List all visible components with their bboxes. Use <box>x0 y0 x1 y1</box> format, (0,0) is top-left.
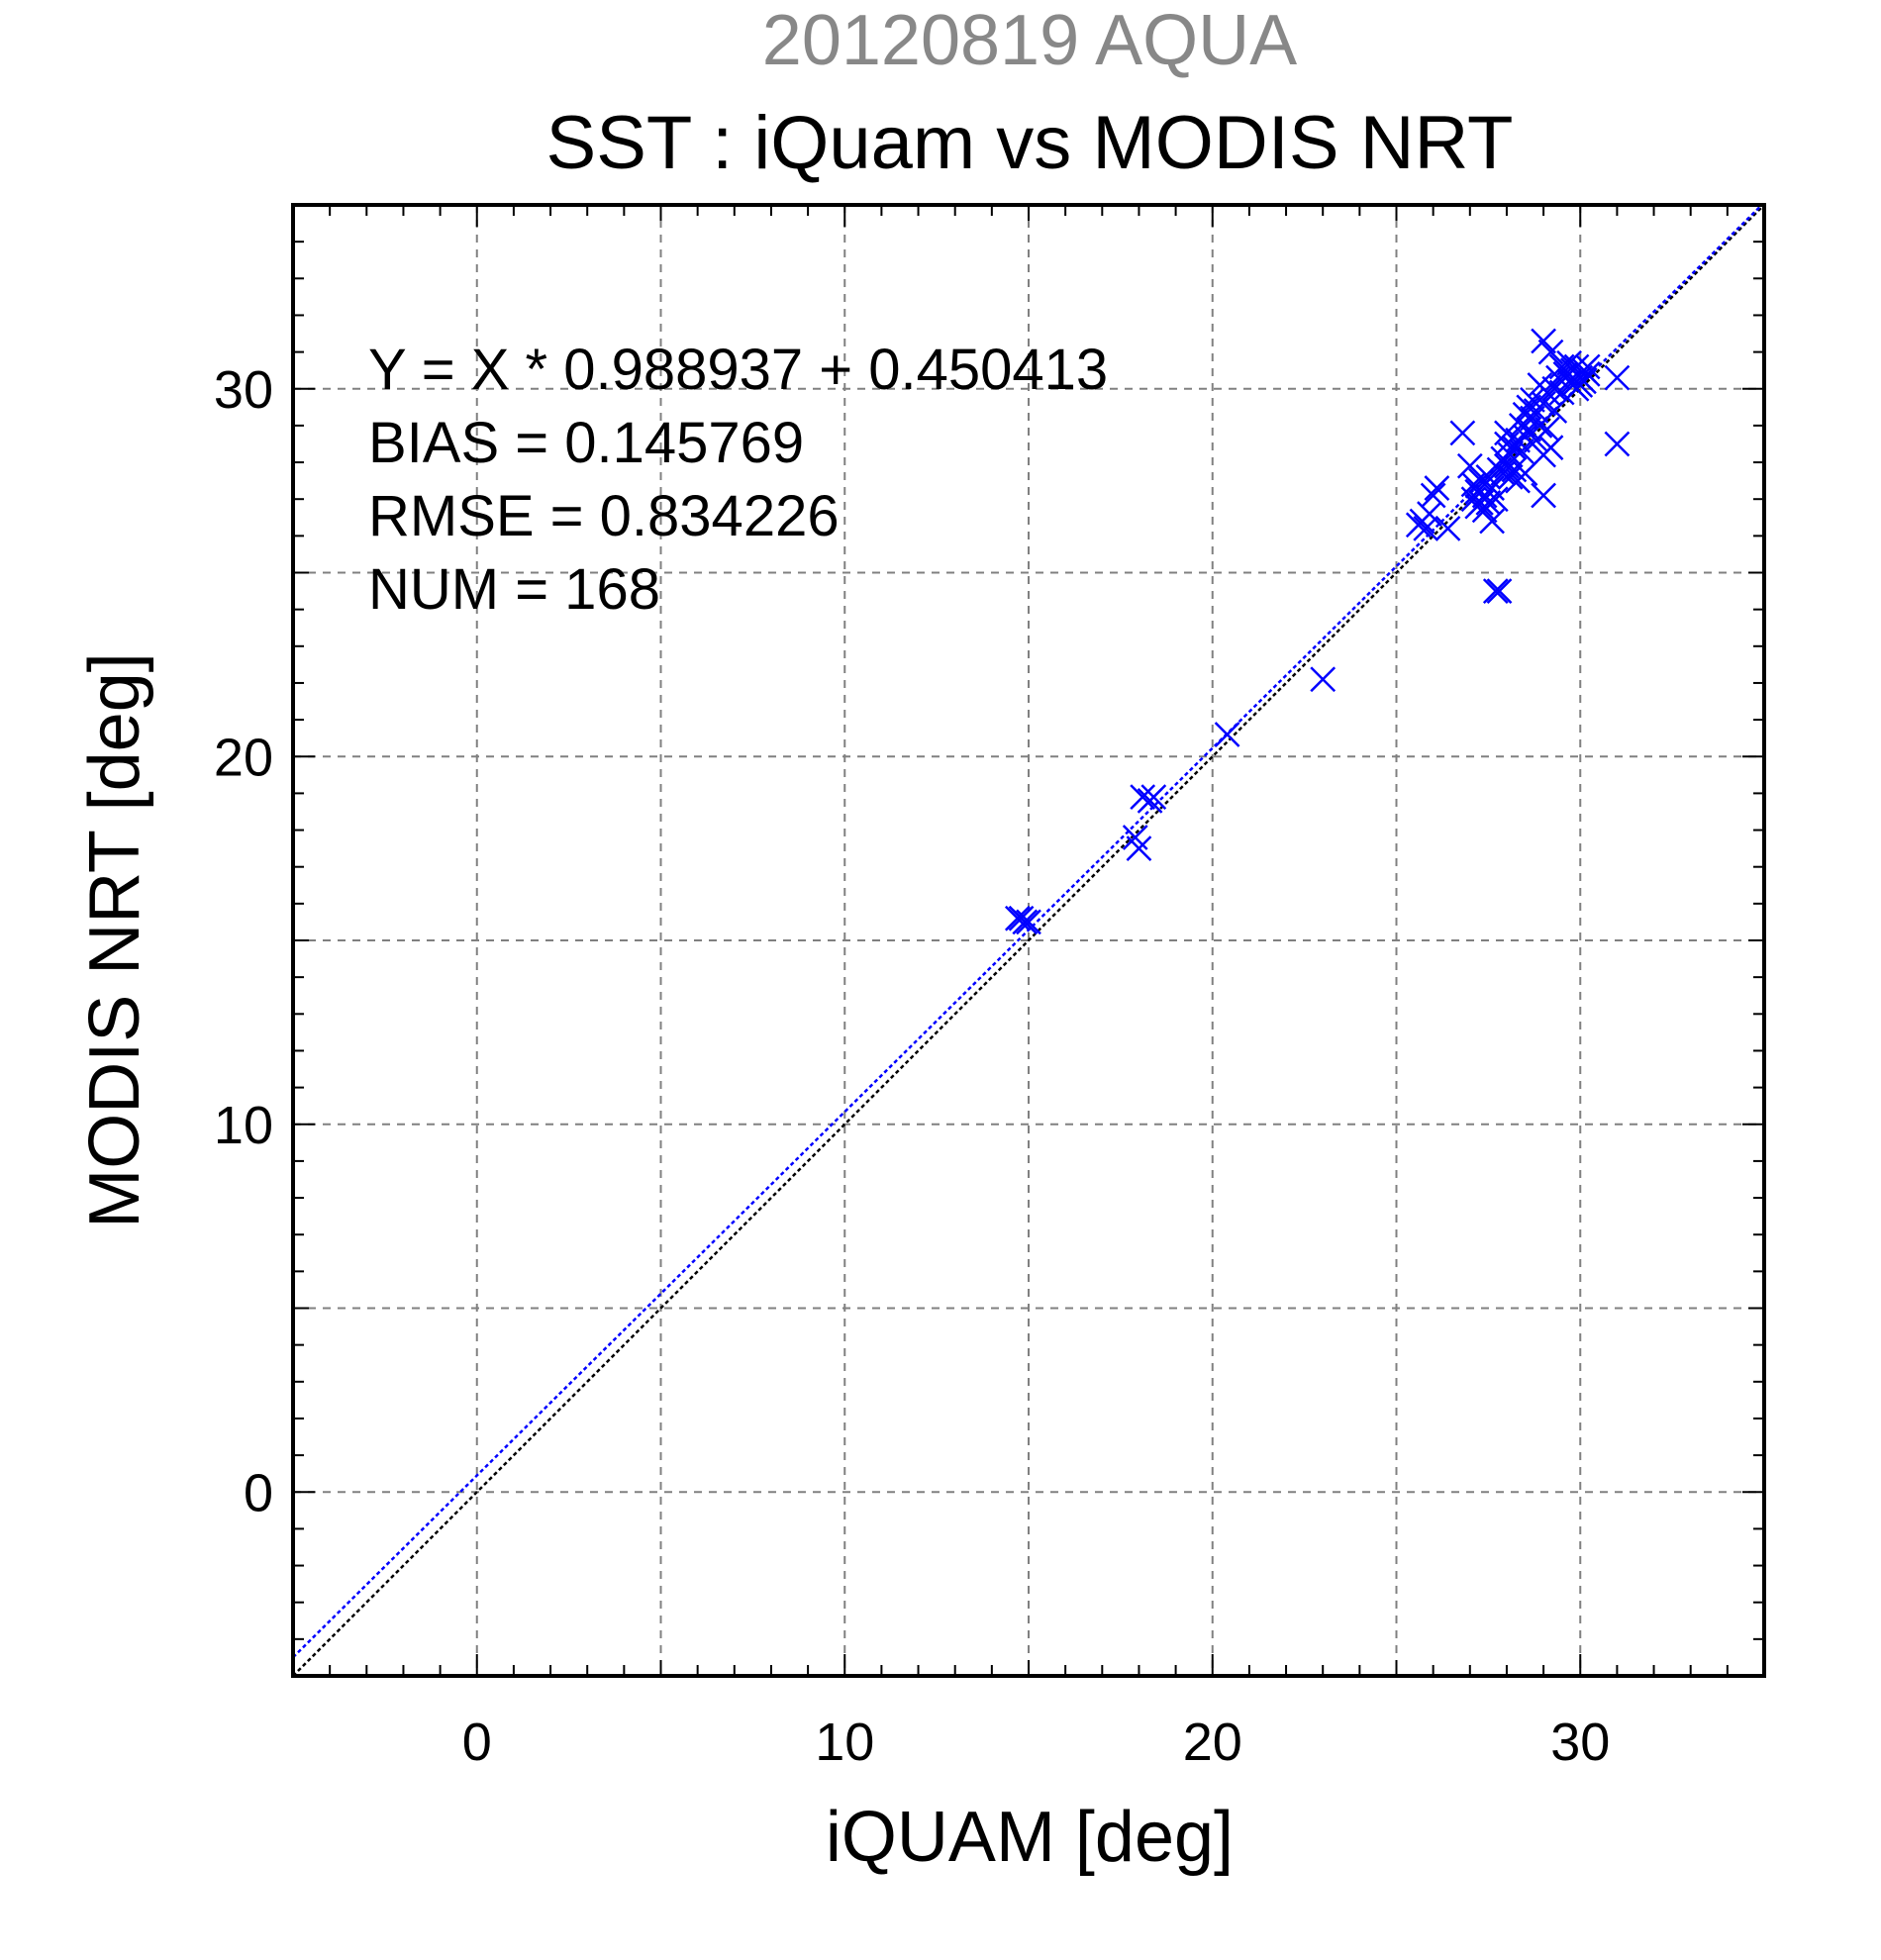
data-points <box>1004 328 1631 935</box>
stat-bias: BIAS = 0.145769 <box>368 411 804 475</box>
data-point <box>1424 475 1450 501</box>
data-point <box>1537 339 1564 365</box>
data-point <box>1468 467 1494 494</box>
y-tick-label: 10 <box>214 1096 273 1155</box>
y-tick-label: 30 <box>214 360 273 420</box>
y-axis-label: MODIS NRT [deg] <box>75 652 154 1228</box>
x-tick-label: 30 <box>1550 1713 1610 1772</box>
data-point <box>1574 361 1601 387</box>
chart-title: SST : iQuam vs MODIS NRT <box>546 101 1514 185</box>
data-point <box>1310 666 1336 693</box>
data-point <box>1574 353 1601 380</box>
data-point <box>1214 722 1240 747</box>
stats-annotation: Y = X * 0.988937 + 0.450413 BIAS = 0.145… <box>368 338 1108 622</box>
data-point <box>1468 490 1494 516</box>
chart-suptitle: 20120819 AQUA <box>762 1 1297 80</box>
data-point <box>1604 364 1631 391</box>
data-point <box>1413 516 1439 541</box>
x-tick-label: 10 <box>815 1713 874 1772</box>
data-point <box>1531 482 1556 509</box>
stat-num: NUM = 168 <box>368 557 660 622</box>
data-point <box>1508 439 1534 464</box>
data-point <box>1571 368 1597 395</box>
x-tick-label: 20 <box>1183 1713 1242 1772</box>
data-point <box>1486 578 1513 604</box>
grid <box>293 205 1764 1676</box>
y-tick-label: 0 <box>244 1463 273 1522</box>
data-point <box>1435 516 1461 541</box>
data-point <box>1004 905 1031 931</box>
data-point <box>1126 835 1152 862</box>
stat-rmse: RMSE = 0.834226 <box>368 484 840 548</box>
stat-fit-equation: Y = X * 0.988937 + 0.450413 <box>368 338 1108 402</box>
data-point <box>1482 578 1509 604</box>
data-point <box>1531 328 1556 354</box>
data-point <box>1417 501 1442 527</box>
x-tick-label: 0 <box>462 1713 492 1772</box>
data-point <box>1137 787 1163 814</box>
y-tick-label: 20 <box>214 728 273 787</box>
data-point <box>1604 431 1631 457</box>
data-point <box>1482 486 1509 513</box>
tick-labels: 0 10 20 30 0 10 20 30 <box>214 360 1610 1772</box>
data-point <box>1449 420 1476 446</box>
data-point <box>1130 784 1156 810</box>
data-point <box>1479 508 1505 535</box>
plot-frame <box>291 203 1766 1678</box>
data-point <box>1420 482 1446 509</box>
data-point <box>1537 435 1564 461</box>
data-point <box>1012 909 1039 935</box>
data-point <box>1541 398 1568 424</box>
x-axis-label: iQUAM [deg] <box>826 1798 1234 1877</box>
data-point <box>1497 464 1524 490</box>
